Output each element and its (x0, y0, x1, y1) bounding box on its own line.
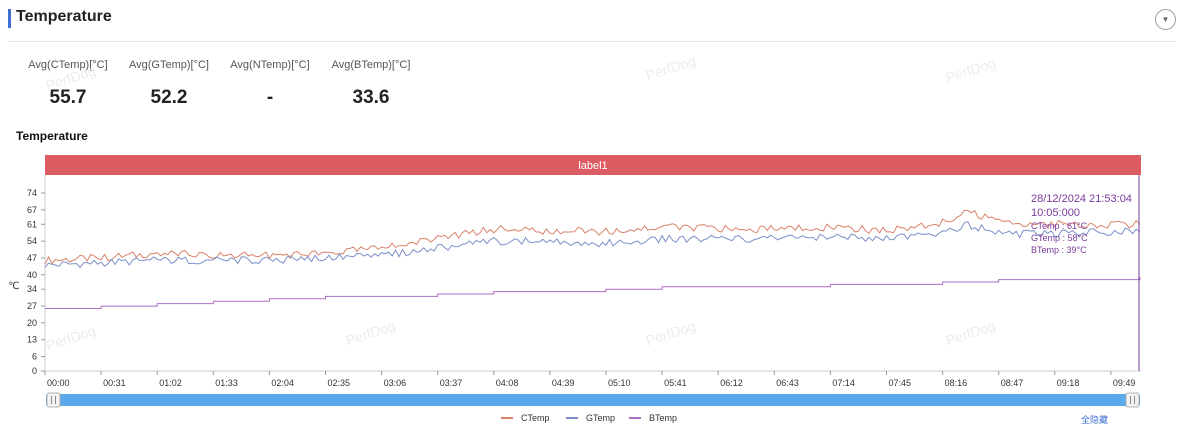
y-tick-label: 54 (27, 236, 37, 246)
legend-item-gtemp[interactable]: GTemp (566, 413, 615, 423)
legend-item-ctemp[interactable]: CTemp (501, 413, 550, 423)
legend-item-btemp[interactable]: BTemp (629, 413, 677, 423)
scrollbar-right-handle[interactable] (1125, 392, 1140, 408)
x-tick-label: 01:02 (159, 378, 182, 388)
y-tick-label: 61 (27, 219, 37, 229)
hide-all-link[interactable]: 全隐藏 (1081, 415, 1109, 425)
x-tick-label: 02:35 (328, 378, 351, 388)
stat-value: 33.6 (352, 87, 390, 108)
panel-title: Temperature (16, 8, 112, 25)
x-tick-label: 07:45 (889, 378, 912, 388)
chart-title: Temperature (16, 129, 88, 143)
y-tick-label: 27 (27, 301, 37, 311)
x-tick-label: 09:18 (1057, 378, 1080, 388)
stat-ctemp: Avg(CTemp)[°C] 55.7 (18, 59, 118, 109)
y-tick-label: 67 (27, 205, 37, 215)
tooltip-ctemp: CTemp : 61°C (1031, 221, 1088, 231)
x-tick-label: 08:16 (945, 378, 968, 388)
legend-label: BTemp (649, 413, 678, 423)
stat-ntemp: Avg(NTemp)[°C] - (220, 59, 320, 109)
legend-label: CTemp (521, 413, 550, 423)
stat-btemp: Avg(BTemp)[°C] 33.6 (321, 59, 421, 109)
x-tick-label: 06:12 (720, 378, 743, 388)
tooltip-btemp: BTemp : 39°C (1031, 245, 1087, 255)
x-tick-label: 09:49 (1113, 378, 1136, 388)
x-tick-label: 05:10 (608, 378, 631, 388)
x-tick-label: 02:04 (271, 378, 294, 388)
title-accent-bar (8, 9, 11, 28)
range-scrollbar[interactable] (46, 394, 1140, 406)
x-tick-label: 03:06 (384, 378, 407, 388)
scrollbar-left-handle[interactable] (46, 392, 61, 408)
y-tick-label: 34 (27, 284, 37, 294)
stat-value: - (266, 87, 274, 108)
x-tick-label: 00:31 (103, 378, 126, 388)
x-tick-label: 05:41 (664, 378, 687, 388)
chevron-down-icon: ▼ (1161, 14, 1170, 24)
label-band[interactable] (45, 155, 1141, 175)
x-tick-label: 06:43 (776, 378, 799, 388)
y-tick-label: 13 (27, 335, 37, 345)
legend-swatch (629, 417, 641, 419)
stat-gtemp: Avg(GTemp)[°C] 52.2 (119, 59, 219, 109)
legend-label: GTemp (586, 413, 616, 423)
legend-swatch (501, 417, 513, 419)
series-line-btemp[interactable] (45, 277, 1141, 309)
tooltip-datetime: 28/12/2024 21:53:04 (1031, 193, 1132, 205)
legend-swatch (566, 417, 578, 419)
y-tick-label: 6 (32, 352, 37, 362)
tooltip-gtemp: GTemp : 58°C (1031, 233, 1088, 243)
y-tick-label: 20 (27, 318, 37, 328)
x-tick-label: 04:08 (496, 378, 519, 388)
tooltip-time: 10:05:000 (1031, 207, 1080, 219)
x-tick-label: 03:37 (440, 378, 463, 388)
stat-label: Avg(CTemp)[°C] (28, 59, 108, 71)
header-divider (8, 41, 1176, 42)
x-tick-label: 01:33 (215, 378, 238, 388)
series-line-gtemp[interactable] (44, 221, 1141, 269)
y-tick-label: 74 (27, 188, 37, 198)
stat-label: Avg(NTemp)[°C] (230, 59, 310, 71)
stat-value: 55.7 (49, 87, 87, 108)
stat-value: 52.2 (150, 87, 188, 108)
stat-label: Avg(BTemp)[°C] (331, 59, 411, 71)
x-tick-label: 08:47 (1001, 378, 1024, 388)
label-band-text: label1 (578, 160, 607, 172)
y-axis-label: ℃ (8, 281, 19, 292)
x-tick-label: 07:14 (832, 378, 855, 388)
collapse-button[interactable]: ▼ (1155, 9, 1176, 30)
x-tick-label: 00:00 (47, 378, 70, 388)
tooltip: 28/12/2024 21:53:04 10:05:000 CTemp : 61… (1031, 193, 1132, 255)
y-tick-label: 40 (27, 270, 37, 280)
x-tick-label: 04:39 (552, 378, 575, 388)
y-tick-label: 0 (32, 366, 37, 376)
series-line-ctemp[interactable] (44, 209, 1141, 265)
y-tick-label: 47 (27, 253, 37, 263)
stat-label: Avg(GTemp)[°C] (129, 59, 209, 71)
